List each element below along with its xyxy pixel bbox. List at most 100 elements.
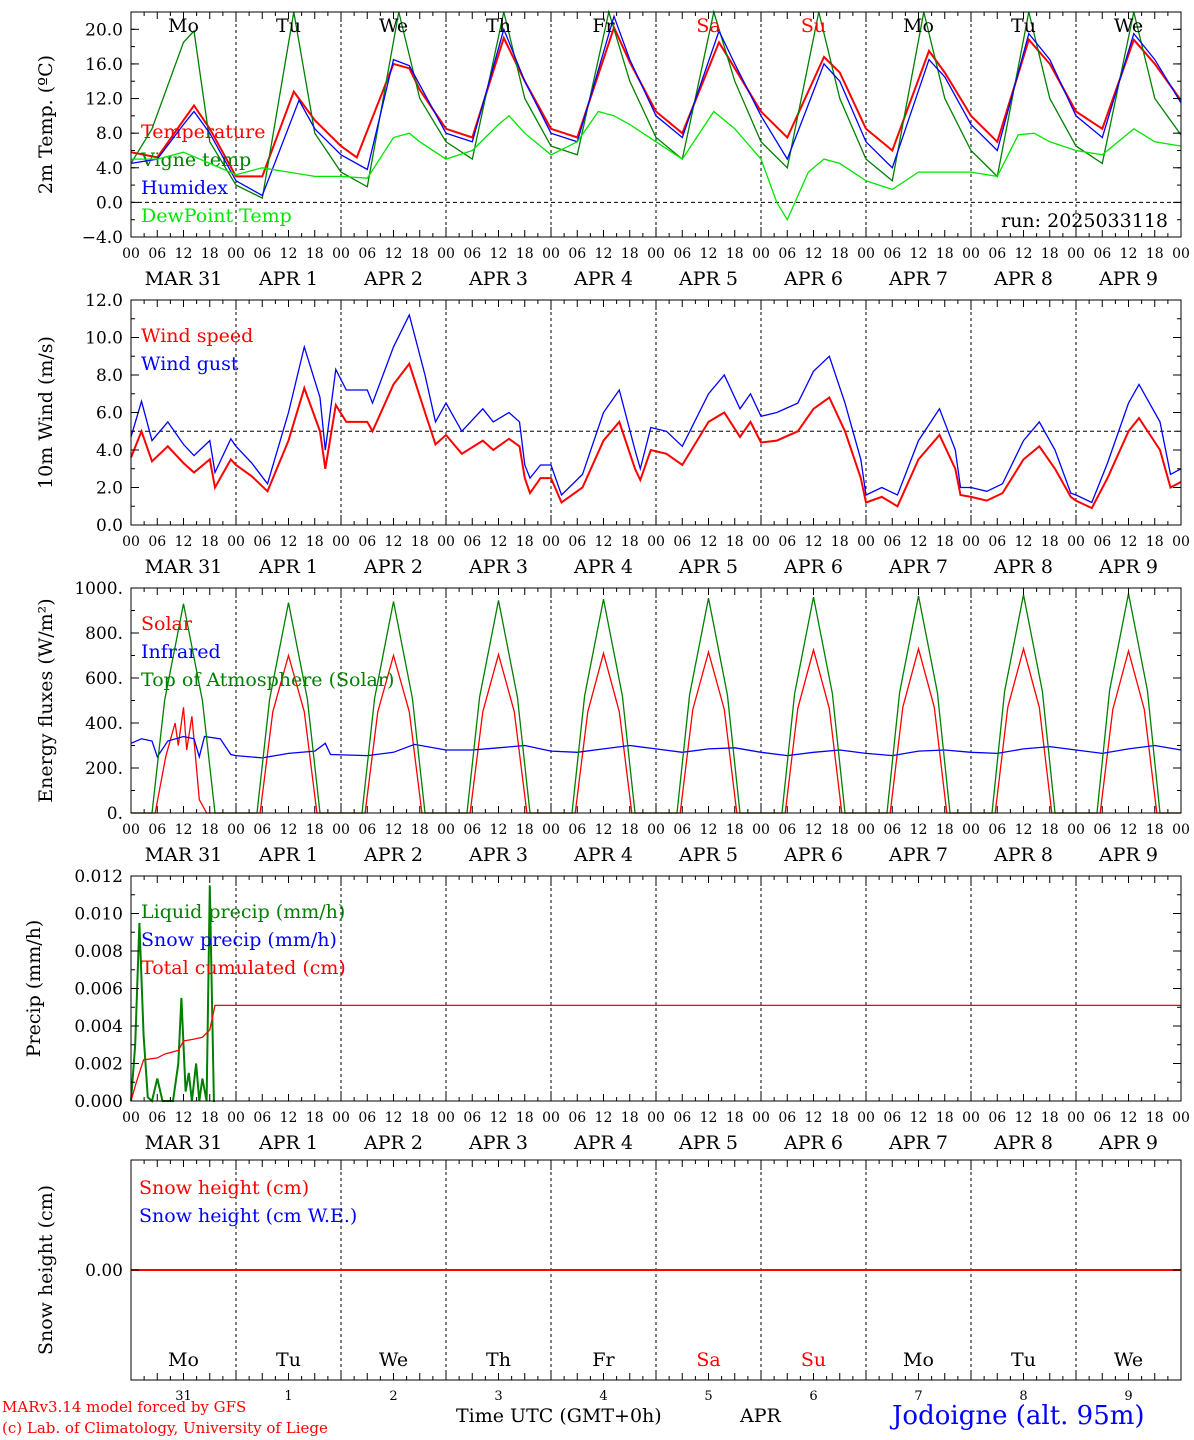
day-name-label: We [1114,15,1143,37]
day-name-label: Mo [903,15,934,37]
hour-tick-label: 18 [621,246,639,262]
day-name-label: Fr [592,15,615,37]
hour-tick-label: 18 [831,1110,849,1126]
date-label: APR 6 [783,268,843,290]
series-line-humidex [130,14,1182,197]
y-tick-label: 400. [85,714,123,734]
y-tick-label: 1000. [74,579,123,599]
day-number-label: 7 [914,1389,922,1404]
series-line-vigne-temp [130,9,1182,200]
hour-tick-label: 00 [227,534,245,550]
hour-tick-label: 18 [621,534,639,550]
y-tick-label: 8.0 [96,124,123,144]
hour-tick-label: 00 [332,246,350,262]
date-label: APR 9 [1098,268,1158,290]
hour-tick-label: 06 [1093,1110,1111,1126]
hour-tick-label: 18 [1146,246,1164,262]
hour-tick-label: 12 [1015,1110,1033,1126]
hour-tick-label: 12 [910,1110,928,1126]
hour-tick-label: 00 [122,534,140,550]
hour-tick-label: 06 [778,1110,796,1126]
hour-tick-label: 06 [673,822,691,838]
hour-tick-label: 06 [253,534,271,550]
hour-tick-label: 00 [752,534,770,550]
hour-tick-label: 18 [306,246,324,262]
date-label: APR 4 [573,556,633,578]
hour-tick-label: 18 [1041,246,1059,262]
hour-tick-label: 06 [568,822,586,838]
panel-3: Liquid precip (mm/h) Snow precip (mm/h) To… [23,867,1190,1154]
station-title: Jodoigne (alt. 95m) [892,1401,1145,1431]
date-label: APR 9 [1098,1132,1158,1154]
hour-tick-label: 06 [358,822,376,838]
hour-tick-label: 18 [411,534,429,550]
hour-tick-label: 18 [726,822,744,838]
hour-tick-label: 12 [700,534,718,550]
hour-tick-label: 00 [332,822,350,838]
hour-tick-label: 12 [175,246,193,262]
hour-tick-label: 12 [490,822,508,838]
hour-tick-label: 12 [595,822,613,838]
hour-tick-label: 00 [1172,246,1190,262]
legend-entry: Snow precip (mm/h) [141,929,337,951]
date-label: APR 7 [888,1132,948,1154]
hour-tick-label: 06 [568,1110,586,1126]
day-name-label: We [379,15,408,37]
hour-tick-label: 12 [595,246,613,262]
legend-entry: DewPoint Temp [141,205,292,227]
hour-tick-label: 00 [122,1110,140,1126]
date-label: APR 7 [888,844,948,866]
legend-entry: Vigne temp [140,149,251,171]
hour-tick-label: 12 [385,534,403,550]
y-axis-label: Energy fluxes (W/m²) [35,598,57,802]
hour-tick-label: 06 [568,246,586,262]
hour-tick-label: 00 [437,822,455,838]
day-name-label: We [1114,1349,1143,1371]
hour-tick-label: 00 [647,822,665,838]
day-name-label: Su [801,15,826,37]
date-label: APR 1 [258,844,318,866]
hour-tick-label: 06 [148,534,166,550]
series-line-infrared [130,735,1182,760]
legend-entry: Snow height (cm W.E.) [139,1205,357,1227]
hour-tick-label: 00 [647,246,665,262]
date-label: APR 5 [678,844,738,866]
hour-tick-label: 18 [411,1110,429,1126]
hour-tick-label: 00 [1067,246,1085,262]
hour-tick-label: 06 [253,1110,271,1126]
hour-tick-label: 06 [988,822,1006,838]
hour-tick-label: 12 [385,1110,403,1126]
hour-tick-label: 06 [883,822,901,838]
hour-tick-label: 06 [988,534,1006,550]
date-label: APR 4 [573,1132,633,1154]
hour-tick-label: 06 [988,246,1006,262]
hour-tick-label: 12 [595,534,613,550]
hour-tick-label: 00 [962,246,980,262]
day-name-label: Sa [696,1349,720,1371]
hour-tick-label: 12 [805,534,823,550]
hour-tick-label: 18 [936,246,954,262]
hour-tick-label: 18 [726,1110,744,1126]
hour-tick-label: 06 [148,246,166,262]
hour-tick-label: 12 [910,822,928,838]
y-tick-label: 2.0 [96,479,123,499]
y-axis-label: 10m Wind (m/s) [35,336,57,489]
series-line-temperature [130,24,1182,178]
panel-4: Snow height (cm) Snow height (cm W.E.) 0.0… [35,1159,1182,1404]
y-tick-label: 12.0 [85,90,123,110]
hour-tick-label: 12 [175,822,193,838]
hour-tick-label: 00 [227,822,245,838]
day-name-label: Th [486,15,511,37]
hour-tick-label: 18 [1041,822,1059,838]
hour-tick-label: 00 [857,534,875,550]
hour-tick-label: 12 [490,246,508,262]
hour-tick-label: 12 [700,822,718,838]
hour-tick-label: 18 [936,534,954,550]
y-tick-label: 0.006 [74,980,123,1000]
series-line-wind-gust [130,313,1182,504]
hour-tick-label: 06 [253,246,271,262]
hour-tick-label: 12 [1015,246,1033,262]
day-name-label: We [379,1349,408,1371]
run-label: run: 2025033118 [1001,210,1168,232]
